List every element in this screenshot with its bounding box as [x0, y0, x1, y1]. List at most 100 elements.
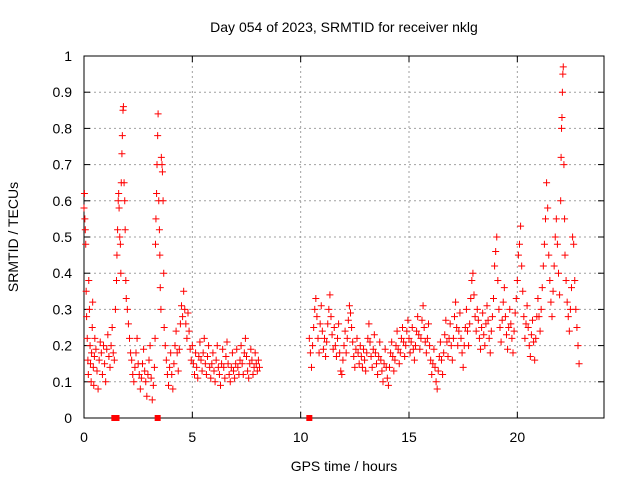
data-point	[486, 349, 494, 357]
data-point	[433, 385, 441, 393]
data-point	[115, 204, 123, 212]
data-point	[236, 356, 244, 364]
data-point	[520, 313, 528, 321]
data-point	[96, 338, 104, 346]
data-point	[474, 316, 482, 324]
data-point	[572, 305, 580, 313]
data-point	[313, 313, 321, 321]
data-point	[218, 360, 226, 368]
data-point	[475, 334, 483, 342]
data-point	[87, 360, 94, 368]
data-point	[153, 190, 161, 198]
data-point	[555, 269, 562, 277]
data-point	[509, 349, 517, 357]
data-point	[318, 327, 326, 335]
data-point	[207, 374, 215, 382]
data-point	[425, 320, 432, 328]
data-point	[548, 313, 556, 321]
data-point	[225, 371, 233, 379]
data-point	[363, 349, 371, 357]
axis-markers	[111, 415, 313, 421]
data-point	[97, 349, 105, 357]
data-point	[501, 313, 509, 321]
data-point	[394, 345, 402, 353]
data-point	[455, 327, 463, 335]
data-point	[168, 371, 176, 379]
data-point	[310, 324, 318, 331]
data-point	[352, 345, 360, 353]
data-point	[237, 342, 245, 350]
y-tick-label: 0.8	[53, 120, 73, 136]
data-point	[156, 284, 164, 292]
data-point	[472, 327, 480, 335]
data-point	[148, 396, 156, 404]
y-tick-label: 0.6	[53, 193, 73, 209]
data-point	[370, 331, 378, 339]
data-point	[221, 374, 229, 382]
data-point	[147, 374, 155, 382]
data-point	[532, 334, 540, 342]
data-point	[84, 356, 92, 364]
data-point	[495, 305, 503, 313]
data-point	[100, 342, 107, 350]
data-point	[558, 124, 566, 132]
data-point	[152, 215, 160, 223]
data-point	[115, 190, 123, 198]
data-point	[240, 349, 248, 357]
ticks: 00.10.20.30.40.50.60.70.80.910 5 10 15 20	[53, 48, 604, 445]
data-point	[109, 349, 117, 357]
data-point	[376, 338, 384, 346]
data-point	[95, 356, 103, 364]
data-point	[306, 349, 314, 357]
data-point	[512, 295, 520, 303]
data-point	[319, 345, 327, 353]
data-point	[116, 240, 124, 248]
data-point	[365, 320, 373, 328]
data-point	[471, 313, 479, 321]
data-point	[113, 251, 121, 259]
data-point	[494, 276, 502, 284]
data-point	[483, 302, 491, 310]
data-point	[444, 352, 452, 360]
data-point	[117, 269, 125, 277]
data-point	[143, 392, 151, 400]
data-point	[559, 63, 567, 71]
data-point	[84, 371, 92, 379]
data-point	[543, 179, 551, 187]
data-point	[316, 320, 324, 328]
data-point	[142, 378, 150, 386]
axis-marker	[306, 415, 313, 421]
data-point	[438, 356, 445, 364]
data-point	[500, 284, 508, 292]
data-point	[369, 345, 377, 353]
data-point	[85, 276, 93, 284]
data-point	[415, 331, 423, 339]
data-point	[482, 320, 490, 328]
data-point	[348, 324, 356, 331]
data-point	[410, 356, 418, 364]
data-point	[511, 309, 519, 317]
data-points	[80, 63, 583, 404]
data-point	[441, 331, 449, 339]
data-point	[534, 295, 542, 303]
data-point	[154, 132, 162, 140]
data-point	[329, 345, 337, 353]
data-point	[557, 197, 565, 205]
data-point	[379, 378, 387, 386]
data-point	[419, 302, 427, 310]
data-point	[149, 381, 157, 389]
data-point	[454, 342, 462, 350]
data-point	[110, 356, 118, 364]
data-point	[536, 327, 544, 335]
data-point	[342, 349, 350, 357]
data-point	[323, 338, 331, 346]
data-point	[484, 316, 492, 324]
y-axis-label: SRMTID / TECUs	[5, 182, 21, 292]
data-point	[354, 349, 362, 357]
data-point	[561, 215, 569, 223]
data-point	[402, 342, 410, 350]
data-point	[166, 363, 174, 371]
data-point	[364, 334, 372, 342]
data-point	[387, 349, 395, 357]
data-point	[436, 338, 444, 346]
